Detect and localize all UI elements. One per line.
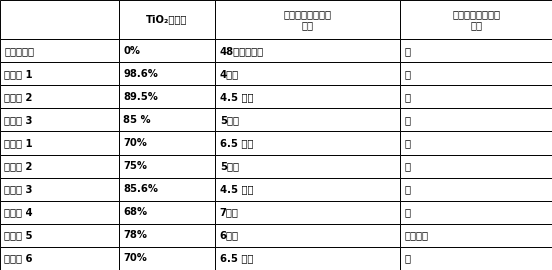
Text: 未处理布样: 未处理布样 [4,46,34,56]
Bar [215,224,400,247]
Bar [215,108,400,131]
Text: 无: 无 [405,184,411,194]
Bar [215,154,400,178]
Bar [400,85,552,108]
Text: 0%: 0% [123,46,140,56]
Text: 比较例 2: 比较例 2 [4,161,33,171]
Bar [215,131,400,154]
Text: 比较例 6: 比较例 6 [4,254,33,264]
Text: 实施例 1: 实施例 1 [4,69,33,79]
Text: 无: 无 [405,254,411,264]
Text: 比较例 3: 比较例 3 [4,184,33,194]
Bar [0,85,119,108]
Bar [119,201,215,224]
Bar [215,247,400,270]
Bar [119,39,215,62]
Text: 5小时: 5小时 [220,161,238,171]
Bar [400,131,552,154]
Text: 6.5 小时: 6.5 小时 [220,138,253,148]
Bar [0,108,119,131]
Text: 实施例 3: 实施例 3 [4,115,33,125]
Bar [0,62,119,85]
Bar [119,0,215,39]
Bar [215,0,400,39]
Bar [400,224,552,247]
Bar [215,85,400,108]
Bar [400,247,552,270]
Text: 对织物原色的脱色
影响: 对织物原色的脱色 影响 [452,9,500,30]
Bar [400,108,552,131]
Bar [119,62,215,85]
Bar [400,178,552,201]
Text: 6小时: 6小时 [220,230,238,240]
Bar [119,131,215,154]
Text: 89.5%: 89.5% [123,92,158,102]
Bar [0,154,119,178]
Bar [0,224,119,247]
Text: 无: 无 [405,69,411,79]
Text: 无: 无 [405,115,411,125]
Bar [119,154,215,178]
Bar [400,201,552,224]
Bar [400,154,552,178]
Text: 78%: 78% [123,230,147,240]
Bar [0,201,119,224]
Bar [119,178,215,201]
Text: 比较例 5: 比较例 5 [4,230,33,240]
Text: 70%: 70% [123,138,147,148]
Text: 75%: 75% [123,161,147,171]
Text: 7小时: 7小时 [220,207,238,217]
Text: 68%: 68% [123,207,147,217]
Text: 70%: 70% [123,254,147,264]
Text: 4.5 小时: 4.5 小时 [220,92,253,102]
Bar [215,39,400,62]
Text: 无: 无 [405,46,411,56]
Text: 48小时无变化: 48小时无变化 [220,46,264,56]
Bar [119,247,215,270]
Text: 无: 无 [405,92,411,102]
Bar [0,247,119,270]
Text: 无: 无 [405,207,411,217]
Bar [119,108,215,131]
Text: 轻微脱色: 轻微脱色 [405,230,428,240]
Text: 5小时: 5小时 [220,115,238,125]
Text: 85 %: 85 % [123,115,151,125]
Bar [0,39,119,62]
Bar [119,224,215,247]
Bar [215,178,400,201]
Text: 6.5 小时: 6.5 小时 [220,254,253,264]
Text: 比较例 1: 比较例 1 [4,138,33,148]
Text: 85.6%: 85.6% [123,184,158,194]
Text: 4小时: 4小时 [220,69,239,79]
Text: 实施例 2: 实施例 2 [4,92,33,102]
Text: 4.5 小时: 4.5 小时 [220,184,253,194]
Text: 被测定污渏的脱色
时间: 被测定污渏的脱色 时间 [284,9,332,30]
Bar [0,0,119,39]
Text: 无: 无 [405,161,411,171]
Bar [400,62,552,85]
Bar [400,39,552,62]
Bar [215,201,400,224]
Text: 98.6%: 98.6% [123,69,158,79]
Text: TiO₂含固率: TiO₂含固率 [146,15,188,25]
Bar [0,178,119,201]
Bar [119,85,215,108]
Bar [400,0,552,39]
Text: 无: 无 [405,138,411,148]
Bar [215,62,400,85]
Bar [0,131,119,154]
Text: 比较例 4: 比较例 4 [4,207,33,217]
